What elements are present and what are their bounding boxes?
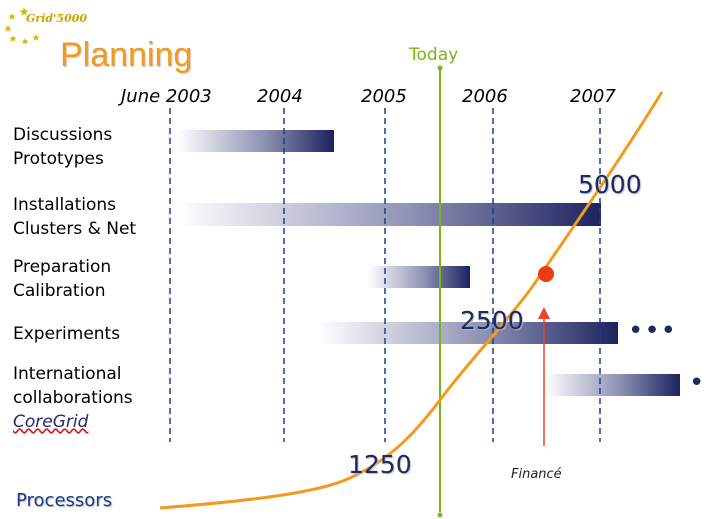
year-label-june-2003: June 2003	[121, 86, 212, 107]
bar-preparation	[368, 266, 470, 288]
international-continuation-dot: •	[689, 368, 706, 398]
bar-discussions	[178, 130, 334, 152]
row-label-line: Clusters & Net	[13, 219, 137, 239]
coregrid-link[interactable]: CoreGrid	[13, 412, 89, 432]
row-label-line: collaborations	[13, 388, 133, 408]
milestone-2500: 2500	[460, 306, 524, 335]
row-label-line: Calibration	[13, 281, 106, 301]
row-label-experiments: Experiments	[13, 322, 120, 346]
year-label-2004: 2004	[257, 86, 303, 107]
year-label-2005: 2005	[361, 86, 407, 107]
bar-installations	[178, 203, 601, 226]
processors-label: Processors	[16, 490, 113, 511]
row-label-preparation: Preparation Calibration	[13, 255, 111, 303]
row-label-line: Preparation	[13, 257, 112, 277]
row-label-line: International	[13, 364, 122, 384]
milestone-1250: 1250	[348, 450, 412, 479]
milestone-5000: 5000	[578, 170, 642, 199]
star-ring-icon	[4, 7, 40, 44]
today-label: Today	[409, 45, 459, 65]
row-label-international: International collaborations CoreGrid	[13, 362, 133, 434]
bar-experiments	[318, 322, 618, 344]
row-label-line: Experiments	[13, 324, 121, 344]
bar-international	[545, 374, 680, 396]
year-label-2007: 2007	[570, 86, 616, 107]
row-label-installations: Installations Clusters & Net	[13, 193, 136, 241]
financing-annotation: Financé	[511, 467, 562, 482]
experiments-continuation-dots: •••	[628, 316, 678, 346]
logo-text: Grid'5000	[26, 12, 88, 25]
today-line-top-dot	[437, 65, 443, 71]
row-label-line: Installations	[13, 195, 117, 215]
today-line-bottom-dot	[437, 512, 443, 518]
financing-point	[538, 266, 554, 282]
row-label-discussions: Discussions Prototypes	[13, 123, 112, 171]
year-label-2006: 2006	[462, 86, 508, 107]
row-label-line: Prototypes	[13, 149, 104, 169]
page-title: Planning	[60, 36, 193, 74]
row-label-line: Discussions	[13, 125, 113, 145]
processor-growth-curve	[159, 91, 664, 510]
